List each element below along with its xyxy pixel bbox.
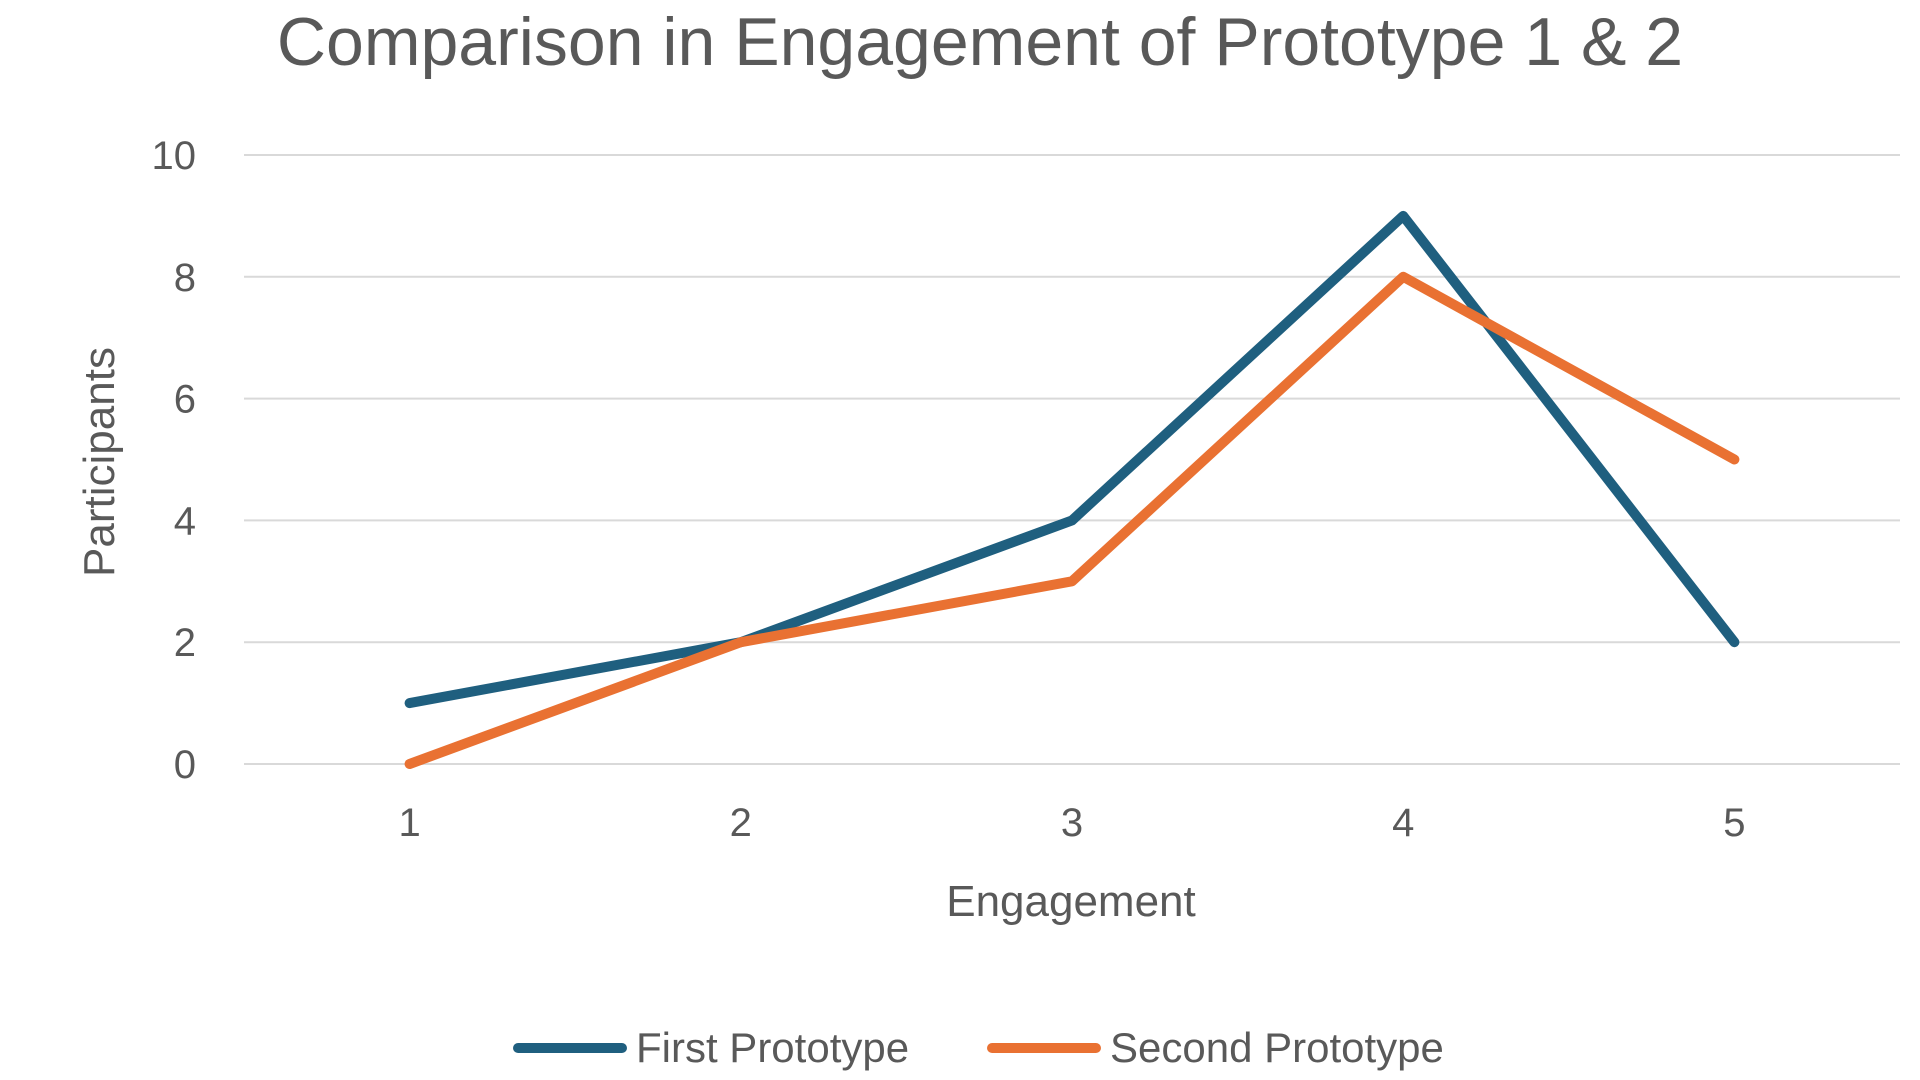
y-tick-label: 4	[174, 499, 196, 543]
data-point	[1071, 580, 1073, 583]
x-tick-label: 2	[730, 801, 752, 845]
legend: First Prototype Second Prototype	[513, 1024, 1444, 1071]
series-lines	[404, 210, 1740, 769]
data-point	[1733, 458, 1736, 461]
y-tick-label: 0	[174, 743, 196, 787]
x-axis-title: Engagement	[946, 877, 1196, 926]
legend-item-1: First Prototype	[513, 1024, 909, 1071]
chart-title: Comparison in Engagement of Prototype 1 …	[277, 4, 1683, 80]
y-axis-title: Participants	[75, 347, 124, 577]
data-point	[1402, 275, 1405, 278]
gridlines	[244, 154, 1900, 765]
y-tick-label: 10	[152, 134, 197, 178]
legend-label: First Prototype	[636, 1024, 909, 1071]
y-axis-ticks: 0 2 4 6 8 10	[152, 134, 197, 787]
series-line-1	[404, 210, 1740, 709]
x-tick-label: 5	[1723, 801, 1745, 845]
x-axis-ticks: 1 2 3 4 5	[398, 801, 1745, 845]
data-point	[408, 763, 411, 765]
x-tick-label: 3	[1061, 801, 1083, 845]
y-tick-label: 2	[174, 621, 196, 665]
x-tick-label: 4	[1392, 801, 1414, 845]
data-point	[1733, 641, 1736, 644]
data-point	[1071, 519, 1073, 522]
y-tick-label: 8	[174, 256, 196, 300]
data-point	[739, 641, 742, 644]
y-tick-label: 6	[174, 378, 196, 422]
legend-label: Second Prototype	[1110, 1024, 1444, 1071]
data-point	[1402, 214, 1405, 217]
data-point	[408, 702, 411, 705]
x-tick-label: 1	[398, 801, 420, 845]
legend-item-2: Second Prototype	[987, 1024, 1444, 1071]
